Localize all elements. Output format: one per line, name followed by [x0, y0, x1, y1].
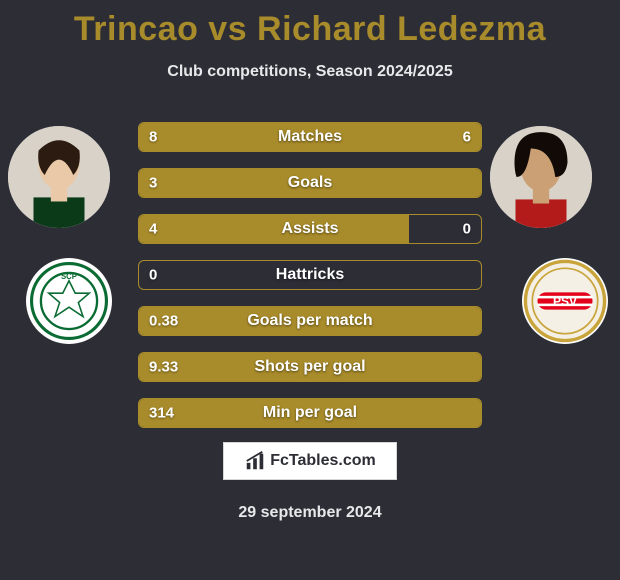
- bar-value-left: 3: [149, 175, 157, 192]
- comparison-bars: 8 6 Matches 3 Goals 4 0 Assists 0 Hattricks 0.38 Go…: [138, 122, 482, 444]
- bar-value-right: 6: [463, 129, 471, 146]
- club-crest-icon: SCP: [30, 262, 108, 340]
- avatar-player-left: [8, 126, 110, 228]
- avatar-player-right: [490, 126, 592, 228]
- bar-label: Min per goal: [263, 404, 357, 422]
- bar-row: 3 Goals: [138, 168, 482, 198]
- bar-row: 0.38 Goals per match: [138, 306, 482, 336]
- bar-row: 314 Min per goal: [138, 398, 482, 428]
- bar-label: Goals per match: [247, 312, 372, 330]
- person-icon: [8, 126, 110, 228]
- bar-label: Goals: [288, 174, 332, 192]
- page-title: Trincao vs Richard Ledezma: [0, 0, 620, 49]
- bar-row: 0 Hattricks: [138, 260, 482, 290]
- bar-value-left: 314: [149, 405, 174, 422]
- bar-row: 8 6 Matches: [138, 122, 482, 152]
- bar-label: Shots per goal: [254, 358, 365, 376]
- bar-value-right: 0: [463, 221, 471, 238]
- bar-label: Assists: [282, 220, 339, 238]
- date-text: 29 september 2024: [238, 504, 381, 522]
- bar-label: Matches: [278, 128, 342, 146]
- bar-fill-left: [139, 215, 409, 243]
- person-icon: [490, 126, 592, 228]
- bar-value-left: 4: [149, 221, 157, 238]
- crest-right: PSV: [522, 258, 608, 344]
- bar-value-left: 8: [149, 129, 157, 146]
- subtitle: Club competitions, Season 2024/2025: [0, 63, 620, 81]
- bar-label: Hattricks: [276, 266, 344, 284]
- svg-text:PSV: PSV: [553, 294, 577, 308]
- bar-value-left: 9.33: [149, 359, 178, 376]
- bar-value-left: 0.38: [149, 313, 178, 330]
- club-crest-icon: PSV: [522, 258, 608, 344]
- bar-fill-right: [334, 123, 481, 151]
- bar-value-left: 0: [149, 267, 157, 284]
- svg-text:SCP: SCP: [61, 272, 77, 281]
- bar-row: 4 0 Assists: [138, 214, 482, 244]
- bar-row: 9.33 Shots per goal: [138, 352, 482, 382]
- site-logo[interactable]: FcTables.com: [223, 442, 397, 480]
- crest-left: SCP: [26, 258, 112, 344]
- chart-icon: [244, 450, 266, 472]
- logo-text: FcTables.com: [270, 452, 376, 470]
